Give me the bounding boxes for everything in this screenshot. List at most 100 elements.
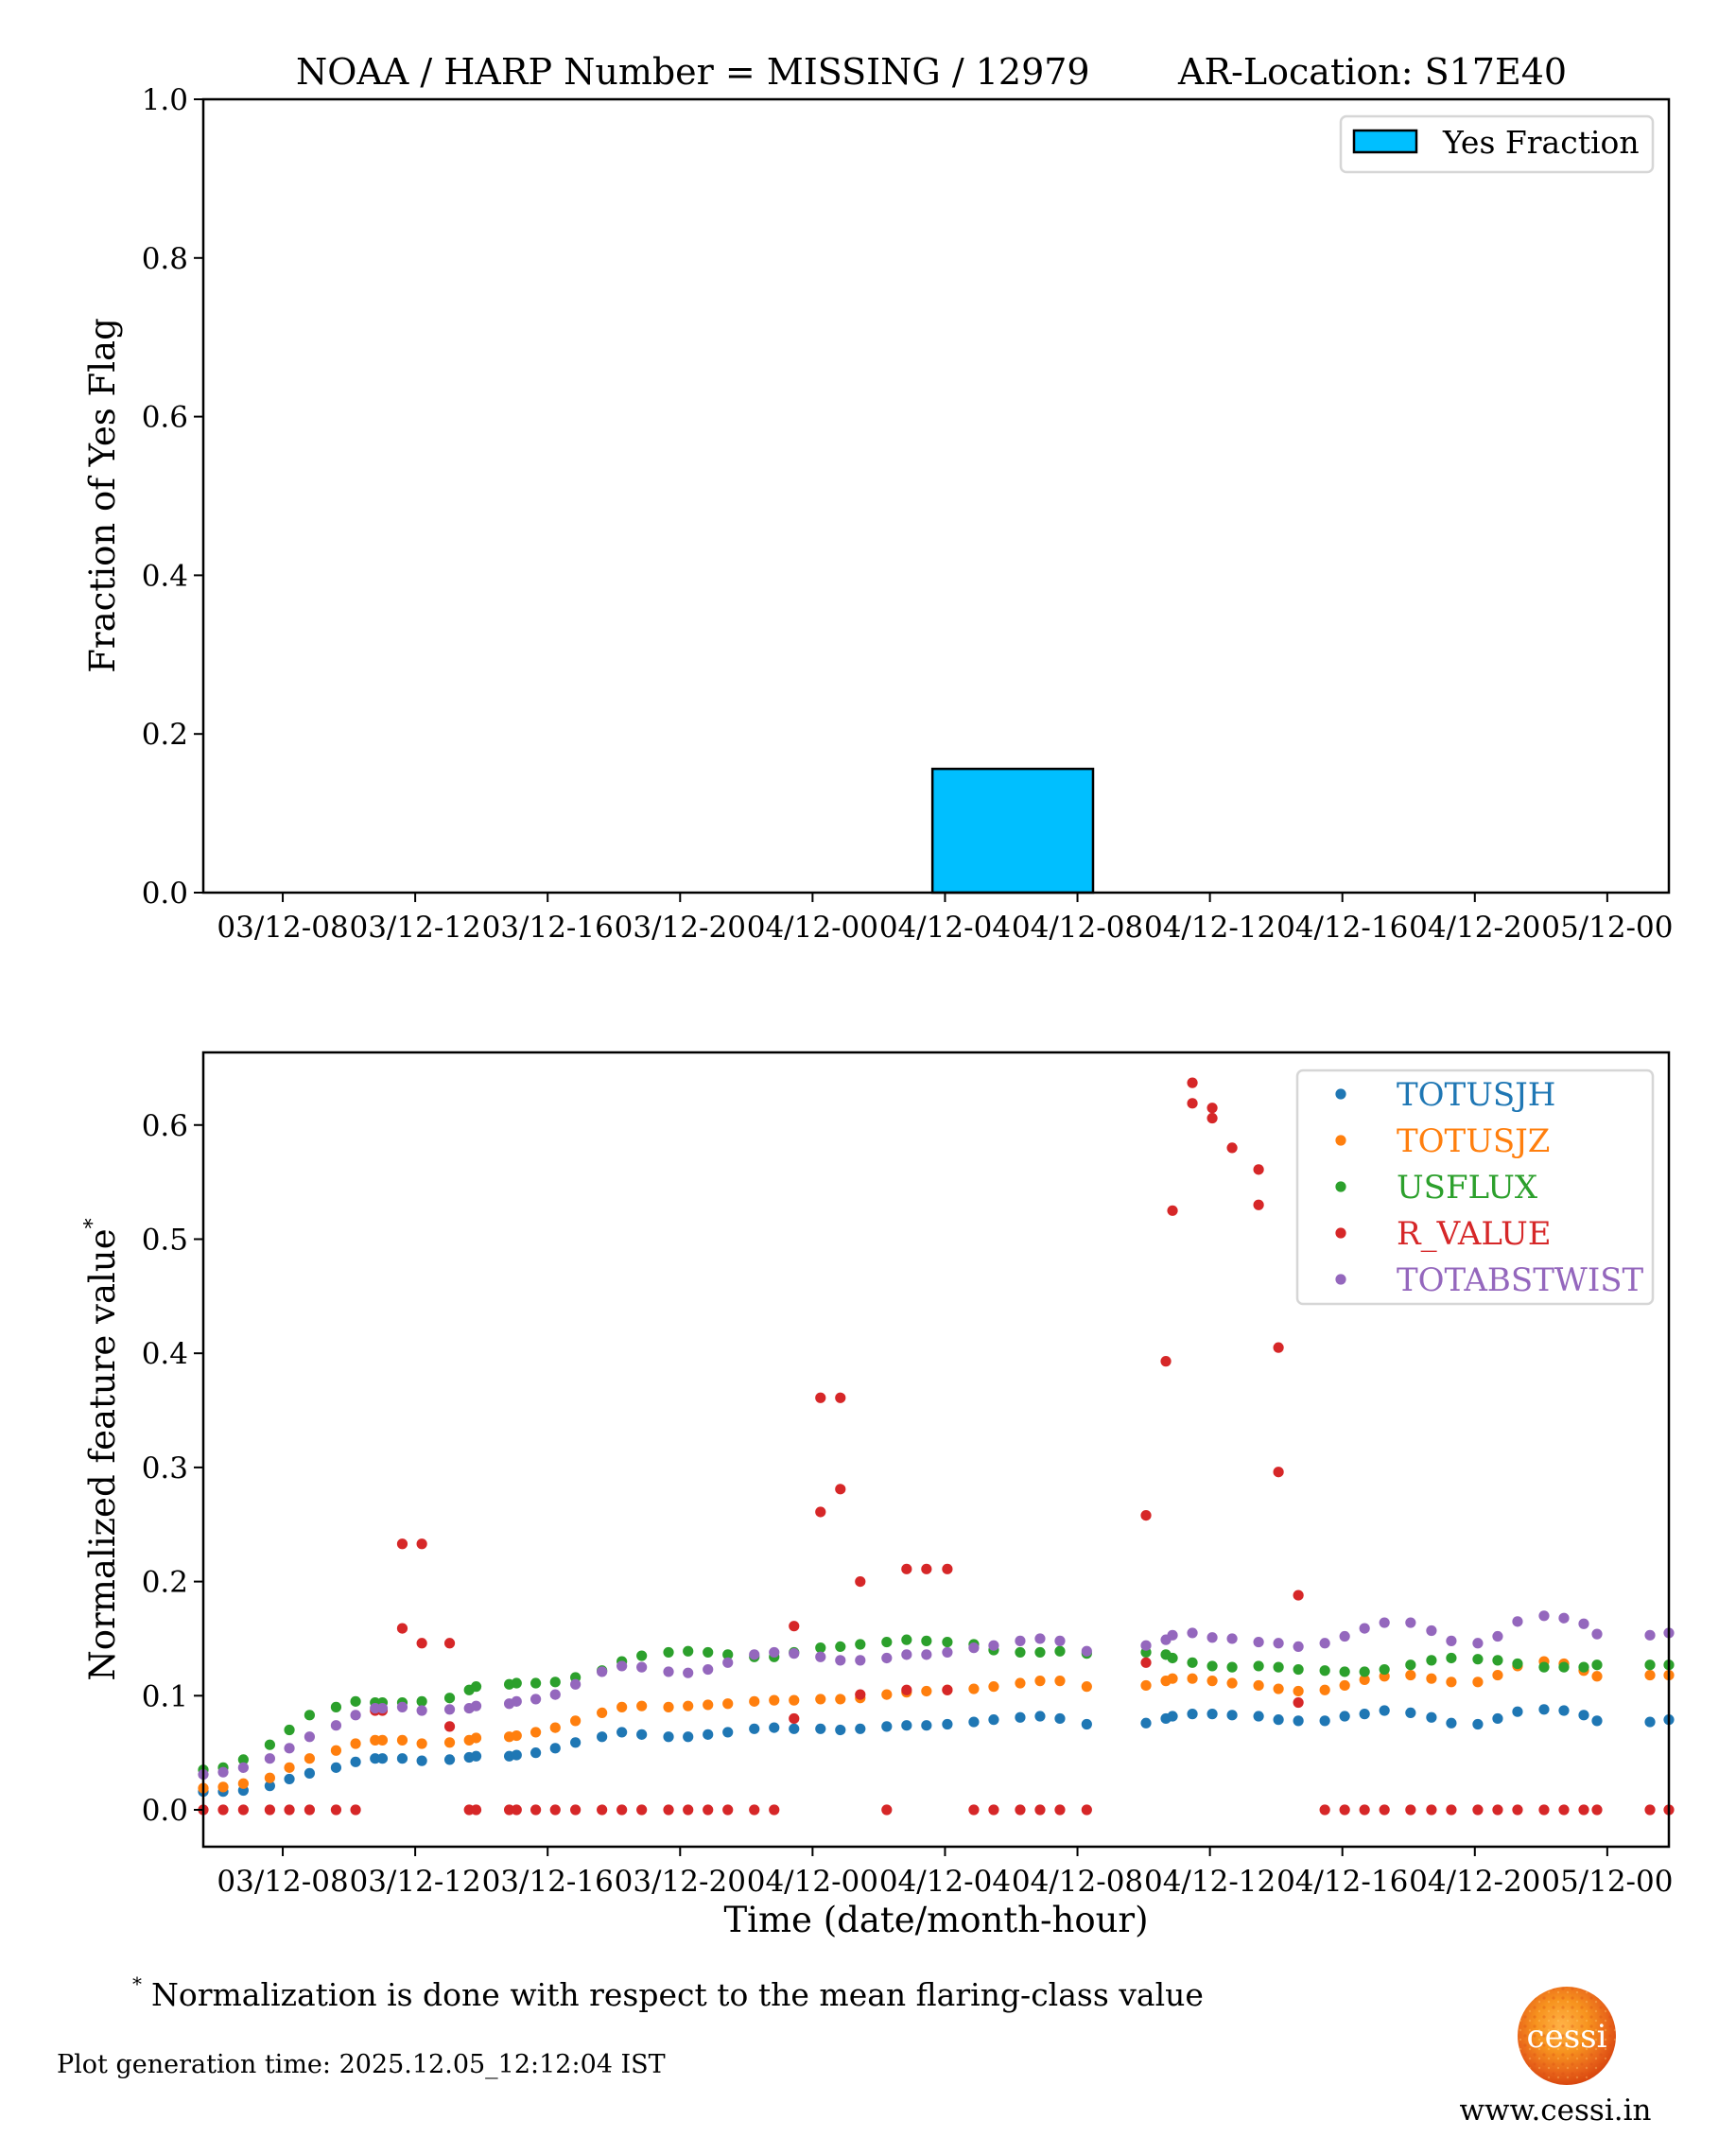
- data-point: [511, 1695, 522, 1707]
- data-point: [1054, 1804, 1066, 1816]
- data-point: [443, 1754, 456, 1765]
- data-point: [443, 1737, 456, 1748]
- data-point: [703, 1729, 714, 1740]
- data-point: [1207, 1676, 1218, 1687]
- data-point: [1015, 1804, 1026, 1816]
- x-tick-label: 04/12-04: [879, 1865, 1011, 1899]
- data-point: [1187, 1709, 1198, 1720]
- legend-label-totusjh: TOTUSJH: [1397, 1076, 1555, 1114]
- data-point: [376, 1734, 389, 1746]
- data-point: [443, 1704, 456, 1715]
- data-point: [1339, 1666, 1350, 1677]
- data-point: [511, 1749, 522, 1761]
- x-tick-label: 04/12-20: [1409, 911, 1540, 945]
- data-point: [1167, 1711, 1178, 1722]
- data-point: [1492, 1804, 1503, 1816]
- chart-title-location: AR-Location: S17E40: [1177, 51, 1567, 93]
- data-point: [1644, 1659, 1656, 1671]
- x-tick-label: 04/12-12: [1144, 911, 1276, 945]
- data-point: [855, 1639, 866, 1650]
- data-point: [1578, 1804, 1589, 1816]
- data-point: [636, 1804, 648, 1816]
- data-point: [284, 1743, 295, 1754]
- data-point: [749, 1695, 760, 1707]
- data-point: [789, 1723, 800, 1734]
- data-point: [1512, 1658, 1523, 1670]
- data-point: [881, 1652, 893, 1664]
- website-link[interactable]: www.cessi.in: [1460, 2094, 1652, 2128]
- data-point: [217, 1804, 229, 1816]
- data-point: [304, 1731, 316, 1743]
- data-point: [835, 1724, 846, 1736]
- x-axis-ticks: 03/12-08 03/12-12 03/12-16 03/12-20 04/12-00…: [217, 1847, 1673, 1899]
- data-point: [1558, 1804, 1570, 1816]
- data-point: [1644, 1804, 1656, 1816]
- data-point: [1140, 1509, 1152, 1521]
- data-point: [942, 1636, 953, 1648]
- data-point: [1538, 1804, 1550, 1816]
- data-point: [1207, 1103, 1218, 1114]
- data-point: [683, 1731, 694, 1743]
- data-point: [1034, 1711, 1046, 1722]
- y-tick-label: 0.6: [142, 401, 188, 435]
- x-tick-label: 03/12-12: [349, 1865, 480, 1899]
- data-point: [855, 1689, 866, 1700]
- data-point: [1472, 1638, 1484, 1649]
- scatter-points: [198, 1077, 1675, 1816]
- data-point: [217, 1766, 229, 1778]
- feature-scatter-chart: 0.00.10.20.30.40.50.6 03/12-08 03/12-12 03…: [81, 1051, 1675, 1940]
- y-axis-ticks: 0.0 0.2 0.4 0.6 0.8 1.0: [142, 83, 203, 911]
- data-point: [769, 1646, 780, 1659]
- data-point: [815, 1506, 826, 1518]
- data-point: [835, 1392, 846, 1403]
- legend-marker-totusjz: [1335, 1135, 1346, 1146]
- data-point: [921, 1685, 932, 1697]
- data-point: [921, 1720, 932, 1731]
- data-point: [1226, 1661, 1238, 1673]
- data-point: [1081, 1645, 1092, 1657]
- data-point: [264, 1781, 275, 1792]
- data-point: [1591, 1804, 1603, 1816]
- data-point: [968, 1804, 980, 1816]
- data-point: [1359, 1709, 1370, 1720]
- x-tick-label: 04/12-20: [1409, 1865, 1540, 1899]
- data-point: [1492, 1669, 1503, 1681]
- y-axis-label: Fraction of Yes Flag: [82, 318, 123, 673]
- legend-marker-totusjh: [1335, 1088, 1346, 1100]
- data-point: [503, 1804, 515, 1816]
- data-point: [815, 1392, 826, 1403]
- data-point: [1187, 1673, 1198, 1684]
- legend-label-totusjz: TOTUSJZ: [1397, 1122, 1550, 1160]
- data-point: [1054, 1645, 1066, 1657]
- data-point: [376, 1702, 389, 1714]
- x-tick-label: 04/12-08: [1012, 1865, 1143, 1899]
- data-point: [988, 1804, 999, 1816]
- data-point: [237, 1762, 249, 1773]
- y-tick-label: 0.2: [142, 718, 188, 752]
- data-point: [942, 1646, 953, 1659]
- footnote-marker: *: [132, 1972, 142, 1995]
- data-point: [1226, 1677, 1238, 1689]
- data-point: [416, 1755, 427, 1766]
- data-point: [470, 1700, 482, 1711]
- data-point: [1253, 1164, 1264, 1175]
- legend-marker-r-value: [1335, 1227, 1346, 1239]
- data-point: [1359, 1674, 1370, 1686]
- data-point: [370, 1702, 381, 1714]
- data-point: [1405, 1804, 1416, 1816]
- y-axis-label: Normalized feature value*: [81, 1218, 123, 1680]
- data-point: [942, 1563, 953, 1574]
- data-point: [304, 1767, 316, 1779]
- y-tick-label: 0.4: [142, 559, 188, 593]
- legend-swatch-yes-fraction: [1352, 129, 1418, 154]
- data-point: [416, 1695, 427, 1707]
- data-point: [1405, 1669, 1416, 1681]
- series-totabstwist: [198, 1610, 1675, 1781]
- data-point: [1273, 1467, 1284, 1478]
- data-point: [1379, 1617, 1390, 1628]
- data-point: [663, 1731, 674, 1743]
- data-point: [1054, 1676, 1066, 1687]
- legend-label-usflux: USFLUX: [1397, 1169, 1538, 1207]
- data-point: [1015, 1677, 1026, 1689]
